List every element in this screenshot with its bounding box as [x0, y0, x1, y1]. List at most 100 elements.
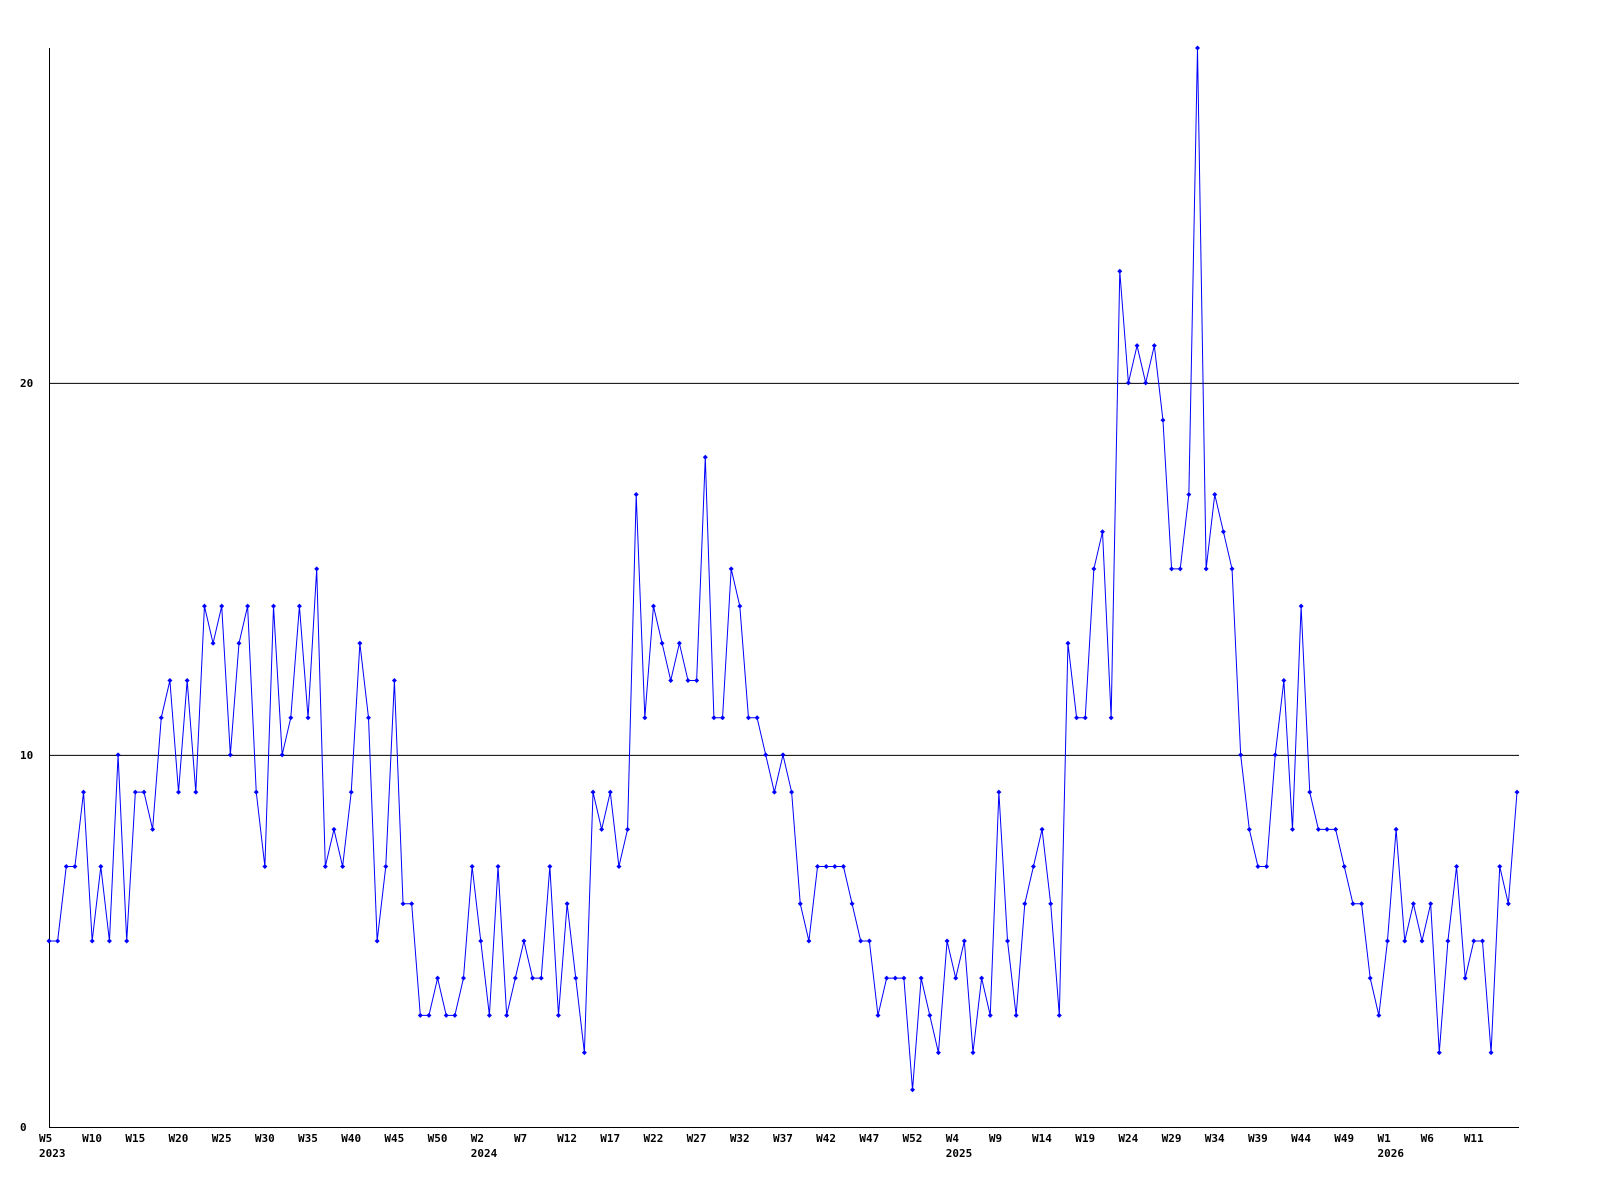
marker — [357, 640, 363, 646]
x-year-label: 2025 — [946, 1147, 973, 1160]
marker — [1246, 826, 1252, 832]
marker — [1315, 826, 1321, 832]
marker — [383, 864, 389, 870]
marker — [219, 603, 225, 609]
marker — [296, 603, 302, 609]
marker — [910, 1087, 916, 1093]
marker — [504, 1012, 510, 1018]
marker — [55, 938, 61, 944]
marker — [884, 975, 890, 981]
marker — [46, 938, 52, 944]
marker — [279, 752, 285, 758]
marker — [193, 789, 199, 795]
marker — [970, 1050, 976, 1056]
marker — [417, 1012, 423, 1018]
marker — [607, 789, 613, 795]
marker — [935, 1050, 941, 1056]
marker — [789, 789, 795, 795]
marker — [443, 1012, 449, 1018]
marker — [1074, 715, 1080, 721]
marker — [1013, 1012, 1019, 1018]
marker — [944, 938, 950, 944]
marker — [1471, 938, 1477, 944]
marker — [953, 975, 959, 981]
marker — [1479, 938, 1485, 944]
marker — [1160, 417, 1166, 423]
marker — [374, 938, 380, 944]
marker — [555, 1012, 561, 1018]
marker — [1091, 566, 1097, 572]
x-year-label: 2023 — [39, 1147, 66, 1160]
marker — [1255, 864, 1261, 870]
marker — [659, 640, 665, 646]
marker — [245, 603, 251, 609]
marker — [340, 864, 346, 870]
x-tick-label: W52 — [903, 1132, 923, 1145]
x-year-label: 2026 — [1377, 1147, 1404, 1160]
marker — [530, 975, 536, 981]
x-tick-label: W45 — [384, 1132, 404, 1145]
marker — [616, 864, 622, 870]
marker — [590, 789, 596, 795]
marker — [1376, 1012, 1382, 1018]
marker — [1289, 826, 1295, 832]
x-tick-label: W4 — [946, 1132, 960, 1145]
marker — [901, 975, 907, 981]
marker — [348, 789, 354, 795]
marker — [1428, 901, 1434, 907]
marker — [1065, 640, 1071, 646]
marker — [961, 938, 967, 944]
marker — [720, 715, 726, 721]
marker — [599, 826, 605, 832]
x-tick-label: W47 — [859, 1132, 879, 1145]
marker — [1048, 901, 1054, 907]
x-tick-label: W15 — [125, 1132, 145, 1145]
marker — [400, 901, 406, 907]
marker — [1117, 268, 1123, 274]
marker — [1229, 566, 1235, 572]
y-tick-label: 20 — [20, 377, 33, 390]
x-tick-label: W24 — [1118, 1132, 1138, 1145]
x-tick-label: W19 — [1075, 1132, 1095, 1145]
marker — [150, 826, 156, 832]
marker — [1462, 975, 1468, 981]
marker — [564, 901, 570, 907]
marker — [633, 491, 639, 497]
marker — [141, 789, 147, 795]
x-tick-label: W12 — [557, 1132, 577, 1145]
marker — [1350, 901, 1356, 907]
marker — [1005, 938, 1011, 944]
marker — [435, 975, 441, 981]
marker — [1177, 566, 1183, 572]
marker — [1194, 45, 1200, 51]
marker — [815, 864, 821, 870]
marker — [322, 864, 328, 870]
marker — [1212, 491, 1218, 497]
x-tick-label: W11 — [1464, 1132, 1484, 1145]
marker — [1082, 715, 1088, 721]
marker — [538, 975, 544, 981]
marker — [63, 864, 69, 870]
x-tick-label: W40 — [341, 1132, 361, 1145]
marker — [676, 640, 682, 646]
x-tick-label: W37 — [773, 1132, 793, 1145]
marker — [918, 975, 924, 981]
x-tick-label: W42 — [816, 1132, 836, 1145]
marker — [668, 678, 674, 684]
marker — [409, 901, 415, 907]
marker — [158, 715, 164, 721]
marker — [1022, 901, 1028, 907]
x-tick-label: W49 — [1334, 1132, 1354, 1145]
marker — [1108, 715, 1114, 721]
marker — [236, 640, 242, 646]
marker — [366, 715, 372, 721]
marker — [858, 938, 864, 944]
marker — [1333, 826, 1339, 832]
marker — [1307, 789, 1313, 795]
marker — [694, 678, 700, 684]
x-tick-label: W20 — [169, 1132, 189, 1145]
marker — [1151, 343, 1157, 349]
marker — [875, 1012, 881, 1018]
x-tick-label: W30 — [255, 1132, 275, 1145]
marker — [89, 938, 95, 944]
